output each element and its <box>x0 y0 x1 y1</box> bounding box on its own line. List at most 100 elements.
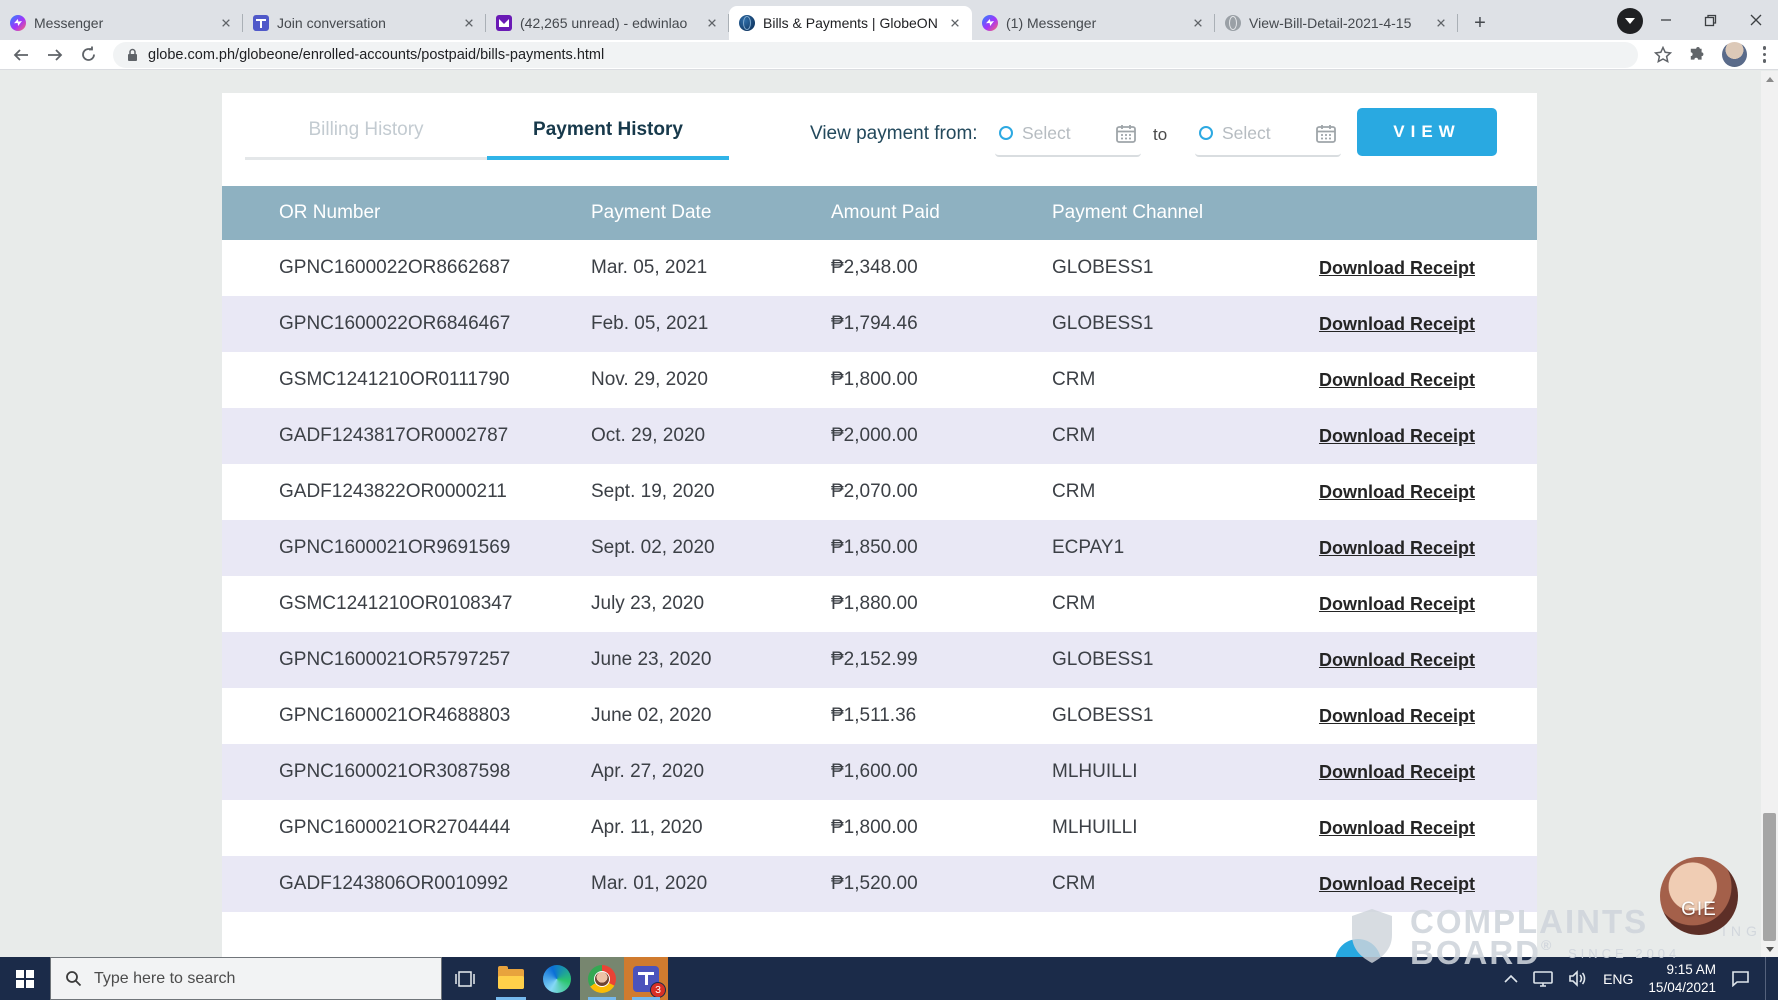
window-close-button[interactable] <box>1733 0 1778 40</box>
cell-payment-channel: CRM <box>1052 873 1096 894</box>
cell-payment-date: Mar. 01, 2020 <box>591 873 708 894</box>
language-indicator[interactable]: ENG <box>1603 970 1634 987</box>
header-payment-channel: Payment Channel <box>1052 202 1204 223</box>
teams-button[interactable]: 3 <box>624 957 668 1000</box>
window-restore-button[interactable] <box>1688 0 1733 40</box>
tab-close-icon[interactable] <box>703 14 721 32</box>
table-row: GADF1243806OR0010992 Mar. 01, 2020 ₱1,52… <box>222 856 1537 912</box>
browser-tab[interactable]: View-Bill-Detail-2021-4-15 <box>1215 6 1458 40</box>
volume-tray-icon[interactable] <box>1568 957 1588 1000</box>
download-receipt-link[interactable]: Download Receipt <box>1318 650 1475 670</box>
action-center-icon[interactable] <box>1731 957 1750 1000</box>
cell-or-number: GADF1243817OR0002787 <box>279 425 509 446</box>
cell-payment-channel: CRM <box>1052 481 1096 502</box>
cell-amount-paid: ₱1,600.00 <box>831 761 918 782</box>
task-view-button[interactable] <box>442 957 488 1000</box>
taskbar-clock[interactable]: 9:15 AM 15/04/2021 <box>1648 961 1716 996</box>
file-explorer-button[interactable] <box>488 957 534 1000</box>
tab-payment-history[interactable]: Payment History <box>487 103 729 160</box>
start-button[interactable] <box>0 957 50 1000</box>
display-tray-icon[interactable] <box>1533 957 1553 1000</box>
scrollbar-thumb[interactable] <box>1763 813 1776 941</box>
back-button[interactable] <box>12 47 30 63</box>
cell-amount-paid: ₱1,511.36 <box>831 705 917 726</box>
cell-payment-channel: CRM <box>1052 369 1096 390</box>
browser-menu-icon[interactable] <box>1762 46 1766 63</box>
show-desktop-button[interactable] <box>1765 957 1772 1000</box>
cell-or-number: GPNC1600021OR2704444 <box>279 817 511 838</box>
cell-payment-channel: MLHUILLI <box>1052 761 1138 782</box>
bookmark-star-icon[interactable] <box>1653 45 1672 64</box>
download-receipt-link[interactable]: Download Receipt <box>1318 426 1475 446</box>
download-receipt-link[interactable]: Download Receipt <box>1318 370 1475 390</box>
cell-amount-paid: ₱2,070.00 <box>831 481 918 502</box>
cell-or-number: GPNC1600021OR9691569 <box>279 537 511 558</box>
extensions-icon[interactable] <box>1688 46 1706 64</box>
global-media-controls-icon[interactable] <box>1617 8 1643 34</box>
scrollbar-up-arrow-icon[interactable] <box>1761 71 1778 87</box>
table-row: GSMC1241210OR0111790 Nov. 29, 2020 ₱1,80… <box>222 352 1537 408</box>
scrollbar-down-arrow-icon[interactable] <box>1761 941 1778 957</box>
date-to-select[interactable]: Select <box>1195 111 1341 157</box>
taskbar-search-input[interactable]: Type here to search <box>50 957 442 1000</box>
system-tray: ENG 9:15 AM 15/04/2021 <box>1504 957 1778 1000</box>
download-receipt-link[interactable]: Download Receipt <box>1318 874 1475 894</box>
chrome-icon <box>588 964 616 993</box>
tab-title: (42,265 unread) - edwinlao <box>520 15 688 31</box>
tab-title: Bills & Payments | GlobeON <box>763 15 938 31</box>
browser-profile-avatar[interactable] <box>1721 42 1747 67</box>
tab-close-icon[interactable] <box>460 14 478 32</box>
date-from-select[interactable]: Select <box>995 111 1141 157</box>
date-to-placeholder: Select <box>1222 122 1271 143</box>
download-receipt-link[interactable]: Download Receipt <box>1318 314 1475 334</box>
browser-tab[interactable]: Messenger <box>0 6 243 40</box>
table-row: GADF1243817OR0002787 Oct. 29, 2020 ₱2,00… <box>222 408 1537 464</box>
address-bar[interactable]: globe.com.ph/globeone/enrolled-accounts/… <box>113 41 1638 68</box>
view-payment-from-label: View payment from: <box>810 123 978 144</box>
cell-payment-date: July 23, 2020 <box>591 593 705 614</box>
tab-close-icon[interactable] <box>217 14 235 32</box>
tab-close-icon[interactable] <box>1432 14 1450 32</box>
table-row: GPNC1600021OR5797257 June 23, 2020 ₱2,15… <box>222 632 1537 688</box>
download-receipt-link[interactable]: Download Receipt <box>1318 706 1475 726</box>
chrome-button[interactable] <box>580 957 624 1000</box>
download-receipt-link[interactable]: Download Receipt <box>1318 818 1475 838</box>
reload-button[interactable] <box>80 46 97 63</box>
cell-payment-date: Sept. 02, 2020 <box>591 537 715 558</box>
browser-tab[interactable]: (42,265 unread) - edwinlao <box>486 6 729 40</box>
cell-payment-date: Apr. 27, 2020 <box>591 761 705 782</box>
browser-tab[interactable]: Bills & Payments | GlobeON <box>729 6 972 40</box>
vertical-scrollbar[interactable] <box>1761 71 1778 957</box>
date-to-radio-icon <box>1199 126 1213 140</box>
download-receipt-link[interactable]: Download Receipt <box>1318 594 1475 614</box>
download-receipt-link[interactable]: Download Receipt <box>1318 482 1475 502</box>
cell-amount-paid: ₱2,152.99 <box>831 649 918 670</box>
download-receipt-link[interactable]: Download Receipt <box>1318 762 1475 782</box>
table-row: GPNC1600021OR9691569 Sept. 02, 2020 ₱1,8… <box>222 520 1537 576</box>
cell-payment-channel: CRM <box>1052 593 1096 614</box>
cell-or-number: GADF1243822OR0000211 <box>279 481 507 502</box>
forward-button[interactable] <box>46 47 64 63</box>
calendar-icon <box>1316 124 1336 143</box>
tab-title: Join conversation <box>277 15 386 31</box>
tab-close-icon[interactable] <box>1189 14 1207 32</box>
chat-fab-button[interactable] <box>1335 939 1381 957</box>
browser-tab[interactable]: Join conversation <box>243 6 486 40</box>
download-receipt-link[interactable]: Download Receipt <box>1318 258 1475 278</box>
window-minimize-button[interactable] <box>1643 0 1688 40</box>
new-tab-button[interactable]: + <box>1474 11 1486 34</box>
tab-billing-history[interactable]: Billing History <box>245 103 487 160</box>
tab-favicon-icon <box>253 15 269 31</box>
tray-expand-chevron-icon[interactable] <box>1504 957 1518 1000</box>
cell-or-number: GADF1243806OR0010992 <box>279 873 509 894</box>
view-button[interactable]: VIEW <box>1357 108 1497 156</box>
download-receipt-link[interactable]: Download Receipt <box>1318 538 1475 558</box>
watermark-profile-photo: GIE <box>1660 857 1738 935</box>
tab-favicon-icon <box>982 15 998 31</box>
bills-payments-card: Billing History Payment History View pay… <box>222 93 1537 957</box>
header-or-number: OR Number <box>279 202 381 223</box>
tab-title: (1) Messenger <box>1006 15 1097 31</box>
browser-tab[interactable]: (1) Messenger <box>972 6 1215 40</box>
tab-close-icon[interactable] <box>946 14 964 32</box>
edge-button[interactable] <box>534 957 580 1000</box>
